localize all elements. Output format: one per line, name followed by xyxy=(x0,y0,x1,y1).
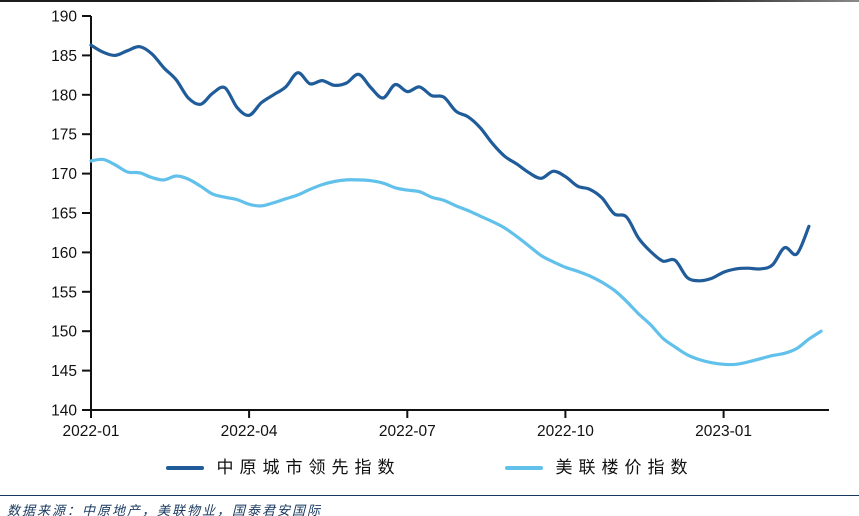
svg-text:160: 160 xyxy=(51,245,77,262)
svg-text:165: 165 xyxy=(51,206,77,223)
svg-text:2023-01: 2023-01 xyxy=(695,423,752,440)
svg-text:2022-10: 2022-10 xyxy=(537,423,594,440)
series-line-1 xyxy=(89,157,823,367)
svg-text:155: 155 xyxy=(51,284,77,301)
svg-text:140: 140 xyxy=(51,403,77,420)
svg-text:190: 190 xyxy=(51,9,77,26)
svg-text:2022-07: 2022-07 xyxy=(379,423,436,440)
svg-text:170: 170 xyxy=(51,166,77,183)
svg-text:150: 150 xyxy=(51,324,77,341)
svg-text:175: 175 xyxy=(51,127,77,144)
line-chart-canvas: 140 145 150 155 160 165 170 175 180 185 190 2022-01… xyxy=(51,9,829,440)
series-line-0 xyxy=(89,43,811,283)
legend-label-midland-index: 美联楼价指数 xyxy=(555,458,694,477)
legend-item-centaline-index: 中原城市领先指数 xyxy=(165,458,401,477)
legend-swatch-dark-blue-line xyxy=(165,465,204,470)
axis-lines xyxy=(90,16,829,411)
svg-text:180: 180 xyxy=(51,87,77,104)
svg-text:145: 145 xyxy=(51,363,77,380)
figure-top-border xyxy=(0,0,859,2)
y-axis: 140 145 150 155 160 165 170 175 180 185 190 xyxy=(51,9,91,420)
x-axis: 2022-01 2022-04 2022-07 2022-10 2023-01 xyxy=(63,410,752,440)
chart-legend: 中原城市领先指数 美联楼价指数 xyxy=(0,459,859,476)
svg-text:185: 185 xyxy=(51,48,77,65)
footer-divider xyxy=(0,495,859,496)
legend-item-midland-index: 美联楼价指数 xyxy=(504,458,694,477)
svg-text:2022-04: 2022-04 xyxy=(221,423,278,440)
source-note: 数据来源：中原地产，美联物业，国泰君安国际 xyxy=(7,503,323,516)
svg-text:2022-01: 2022-01 xyxy=(63,423,120,440)
legend-swatch-light-blue-line xyxy=(504,465,543,470)
legend-label-centaline-index: 中原城市领先指数 xyxy=(216,458,401,477)
